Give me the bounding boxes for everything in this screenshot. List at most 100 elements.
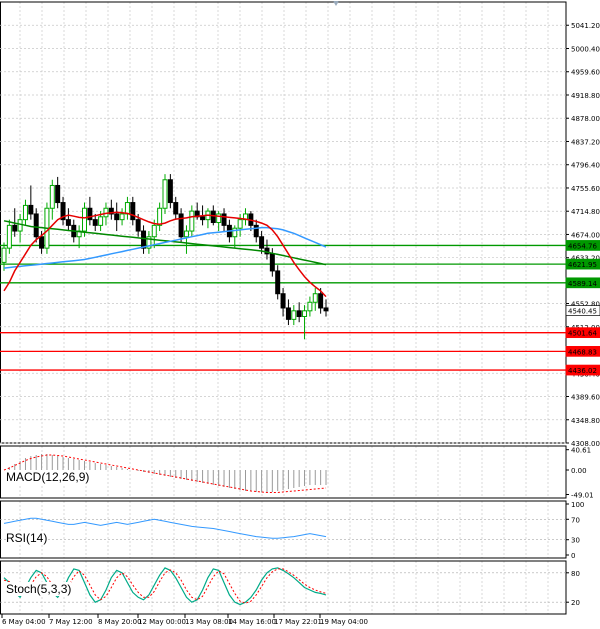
candle-body-12: [65, 219, 71, 226]
price-label-box-3: [565, 305, 600, 316]
ma-green-line: [3, 220, 327, 266]
candle-body-51: [275, 270, 281, 295]
candle-body-22: [119, 213, 125, 221]
candle-body-44: [237, 219, 243, 229]
y-tick-label: 4552.80: [571, 301, 600, 309]
price-label: 4468.83: [568, 348, 597, 356]
x-tick-label: 6 May 04:00: [2, 618, 46, 626]
candle-body-20: [108, 207, 114, 215]
price-label: 4589.14: [568, 280, 597, 288]
y-tick-label: 4714.80: [571, 208, 600, 216]
candle-body-7: [39, 236, 45, 249]
candle-body-11: [60, 202, 66, 221]
rsi-line: [3, 517, 327, 539]
x-tick-label: 14 May 16:00: [228, 618, 276, 626]
macd-tick-label: -49.01: [571, 492, 594, 500]
y-tick-label: 4308.00: [571, 440, 600, 448]
price-label: 4501.64: [568, 330, 597, 338]
x-tick-label: 7 May 12:00: [49, 618, 93, 626]
candle-body-30: [162, 179, 168, 209]
price-label-box-2: [565, 277, 600, 289]
candle-body-3: [17, 219, 23, 232]
x-tick-label: 8 May 20:00: [98, 618, 142, 626]
candle-body-17: [92, 219, 98, 226]
y-tick-label: 4959.60: [571, 69, 600, 77]
candle-body-24: [130, 202, 136, 221]
candle-body-0: [1, 247, 7, 263]
candle-body-16: [87, 207, 93, 221]
candle-body-57: [307, 301, 313, 312]
price-label: 4654.76: [568, 242, 597, 250]
macd-tick-label: 0.00: [571, 467, 587, 475]
pane-frame-rsi: [0, 500, 567, 559]
candle-body-35: [189, 210, 195, 232]
candle-body-53: [285, 307, 291, 320]
candle-body-55: [296, 310, 302, 318]
candle-body-15: [82, 207, 87, 232]
y-tick-label: 4633.20: [571, 255, 600, 263]
y-tick-label: 4837.20: [571, 138, 600, 146]
macd-label: MACD(12,26,9): [6, 470, 90, 484]
stoch-label: Stoch(5,3,3): [6, 582, 72, 596]
candle-body-28: [151, 224, 157, 238]
y-tick-label: 4755.60: [571, 185, 600, 193]
y-tick-label: 4674.00: [571, 231, 600, 239]
candle-body-37: [200, 216, 206, 221]
stoch-k-line: [3, 567, 327, 606]
ma-red-line: [3, 211, 327, 298]
candle-body-34: [183, 230, 189, 238]
candle-body-31: [167, 179, 173, 204]
candle-body-59: [318, 293, 324, 309]
candle-body-25: [135, 219, 141, 232]
pane-frame-stoch: [0, 560, 567, 615]
x-tick-label: 19 May 04:00: [320, 618, 368, 626]
y-tick-label: 4878.00: [571, 115, 600, 123]
price-label-box-1: [565, 258, 600, 270]
y-tick-label: 4389.60: [571, 394, 600, 402]
y-tick-label: 4796.40: [571, 162, 600, 170]
price-label-box-5: [565, 346, 600, 357]
candle-body-5: [28, 204, 34, 215]
candle-body-29: [157, 207, 163, 226]
y-tick-label: 4348.80: [571, 417, 600, 425]
candle-body-26: [141, 230, 147, 249]
price-label: 4621.95: [568, 261, 597, 269]
candle-body-48: [259, 236, 265, 249]
price-label-box-4: [565, 327, 600, 339]
candle-body-2: [12, 224, 18, 232]
candle-body-27: [146, 236, 152, 249]
y-tick-label: 5000.40: [571, 45, 600, 53]
price-label-box-0: [565, 240, 600, 251]
y-tick-label: 5041.20: [571, 22, 600, 30]
rsi-tick-label: 0: [571, 552, 575, 560]
stoch-d-line: [3, 568, 327, 604]
candle-body-1: [6, 224, 12, 249]
price-label-box-6: [565, 364, 600, 376]
x-tick-label: 13 May 08:00: [185, 618, 233, 626]
x-tick-label: 12 May 00:00: [138, 618, 186, 626]
candle-body-50: [269, 253, 275, 272]
candle-body-40: [216, 213, 222, 224]
price-label: 4436.02: [568, 367, 597, 375]
candle-body-41: [221, 213, 227, 226]
rsi-tick-label: 30: [571, 537, 580, 545]
price-label: 4540.45: [568, 308, 597, 316]
x-tick-label: 17 May 22:01: [274, 618, 322, 626]
candle-body-47: [253, 224, 259, 238]
macd-tick-label: 40.61: [571, 447, 591, 455]
candle-body-23: [124, 202, 130, 215]
stoch-tick-label: 80: [571, 570, 580, 578]
rsi-tick-label: 70: [571, 516, 580, 524]
candle-body-43: [232, 227, 238, 238]
scroll-marker-icon: [333, 1, 339, 6]
candle-body-39: [210, 210, 216, 223]
macd-signal-line: [3, 454, 327, 493]
candle-body-56: [302, 310, 308, 318]
candle-body-6: [33, 213, 39, 238]
rsi-label: RSI(14): [6, 531, 48, 545]
candle-body-52: [280, 293, 286, 309]
ma-blue-line: [3, 226, 327, 269]
candle-body-60: [323, 307, 329, 312]
pane-frame-main: [0, 1, 567, 444]
